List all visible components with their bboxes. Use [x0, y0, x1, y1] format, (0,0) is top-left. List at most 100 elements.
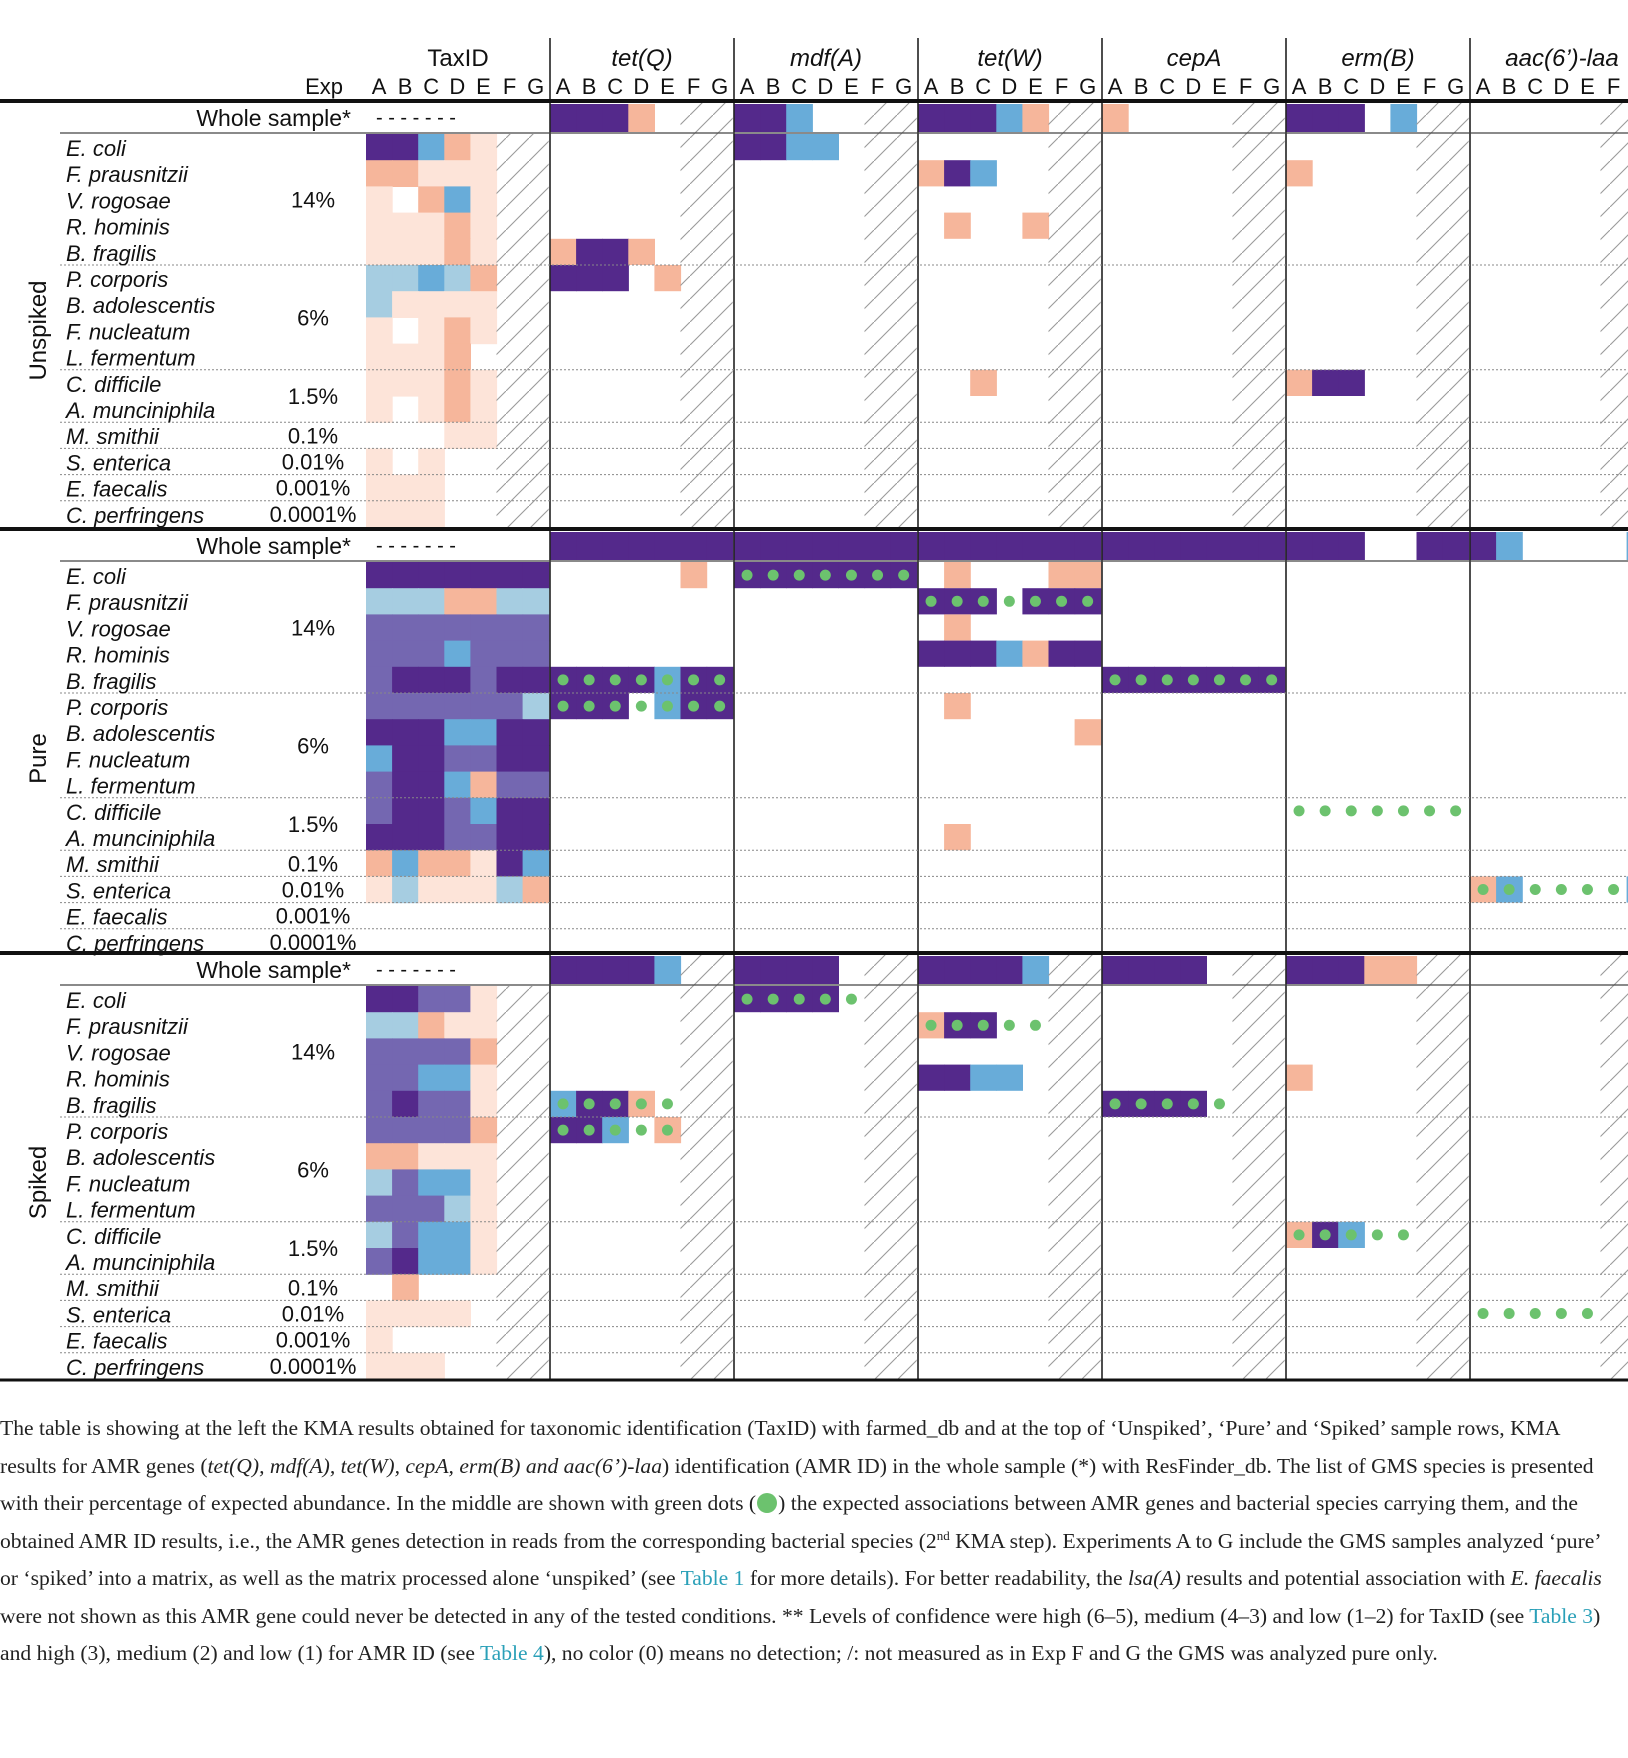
whole-sample-cell [1102, 956, 1129, 984]
gene-hatch [1048, 102, 1101, 527]
exp-letter-E: E [476, 74, 491, 99]
gene-exp-letter: B [582, 74, 597, 99]
taxid-cell [470, 265, 498, 292]
gene-exp-letter: F [1239, 74, 1252, 99]
species-name: R. hominis [66, 1067, 170, 1092]
species-name: B. adolescentis [66, 1145, 215, 1170]
species-name: S. enterica [66, 450, 171, 475]
taxid-cell [470, 134, 498, 161]
taxid-cell [522, 824, 550, 851]
association-dot [688, 674, 700, 686]
taxid-cell [366, 317, 393, 345]
species-name: V. rogosae [66, 188, 171, 213]
gene-cell [970, 640, 997, 667]
taxid-cell [470, 850, 498, 877]
association-dot [1161, 1098, 1173, 1110]
taxid-cell [392, 1221, 419, 1249]
species-name: B. fragilis [66, 669, 156, 694]
taxid-hatch [496, 134, 549, 527]
caption-part-4: KMA step). Experiments A to G include th… [0, 1528, 1600, 1591]
table-1-link[interactable]: Table 1 [680, 1566, 745, 1590]
gene-cell [944, 614, 971, 641]
gene-hatch [1600, 954, 1628, 1379]
taxid-cell [366, 1221, 393, 1249]
species-name: S. enterica [66, 878, 171, 903]
taxid-cell [418, 1143, 445, 1170]
taxid-cell [418, 614, 445, 642]
gene-cell [1286, 369, 1313, 396]
species-name: P. corporis [66, 695, 168, 720]
taxid-cell [470, 396, 498, 423]
association-dot [1109, 674, 1121, 686]
whole-sample-cell [944, 956, 971, 984]
whole-sample-cell [1232, 532, 1260, 560]
species-name: E. coli [66, 988, 127, 1013]
gene-exp-letter: A [556, 74, 571, 99]
association-dot [1529, 884, 1541, 895]
taxid-cell [444, 1248, 471, 1275]
taxid-cell [444, 212, 471, 240]
gene-exp-letter: E [1028, 74, 1043, 99]
green-dot-icon [757, 1493, 778, 1513]
taxid-cell [444, 719, 471, 746]
species-name: M. smithii [66, 852, 160, 877]
gene-hatch [680, 954, 733, 1379]
table-4-link[interactable]: Table 4 [479, 1641, 544, 1665]
gene-exp-letter: G [1263, 74, 1280, 99]
gene-cell [1074, 640, 1102, 667]
whole-sample-cell [1286, 532, 1313, 560]
abundance-label: 6% [297, 733, 329, 758]
association-dot [1450, 805, 1462, 817]
taxid-cell [444, 265, 471, 292]
association-dot [1477, 1308, 1489, 1319]
taxid-cell [444, 317, 471, 345]
gene-exp-letter: D [1001, 74, 1017, 99]
taxid-cell [392, 265, 419, 292]
taxid-cell [392, 474, 419, 502]
taxid-cell [470, 876, 498, 904]
taxid-cell [418, 824, 445, 851]
association-dot [1187, 1098, 1199, 1110]
whole-sample-cell [654, 532, 682, 560]
taxid-cell [392, 986, 419, 1013]
species-name: E. coli [66, 564, 127, 589]
gene-hatch [1232, 954, 1285, 1379]
gene-exp-letter: G [711, 74, 728, 99]
taxid-cell [444, 1195, 471, 1223]
taxid-cell [418, 850, 445, 877]
association-dot [1293, 1229, 1305, 1241]
taxid-cell [470, 666, 498, 694]
association-dot [1003, 1019, 1015, 1031]
taxid-cell [444, 1090, 471, 1118]
caption-superscript: nd [936, 1527, 950, 1543]
taxid-cell [522, 666, 550, 694]
association-dot [1240, 674, 1252, 686]
taxid-cell [522, 719, 550, 746]
exp-header: Exp [305, 74, 343, 99]
taxid-cell [522, 614, 550, 642]
abundance-label: 6% [297, 1157, 329, 1182]
association-dot [1345, 1229, 1357, 1241]
species-name: E. faecalis [66, 905, 168, 930]
whole-sample-cell [786, 956, 813, 984]
gene-exp-letter: C [1343, 74, 1359, 99]
taxid-cell [444, 186, 471, 214]
species-name: B. fragilis [66, 1093, 156, 1118]
taxid-cell [392, 614, 419, 642]
association-dot [1503, 1308, 1515, 1319]
taxid-cell [444, 160, 471, 187]
whole-sample-cell [1312, 532, 1339, 560]
table-grid-lines [0, 38, 1628, 1382]
taxid-cell [444, 1169, 471, 1197]
gene-exp-letter: F [1055, 74, 1068, 99]
taxid-cell [444, 640, 471, 668]
whole-sample-cell [628, 956, 655, 984]
taxid-cell [366, 343, 393, 371]
table-3-link[interactable]: Table 3 [1529, 1603, 1594, 1628]
taxid-cell [392, 1038, 419, 1066]
species-name: P. corporis [66, 1119, 168, 1144]
gene-exp-letter: E [1212, 74, 1227, 99]
gene-exp-letter: C [791, 74, 807, 99]
gene-cell [944, 1064, 971, 1091]
